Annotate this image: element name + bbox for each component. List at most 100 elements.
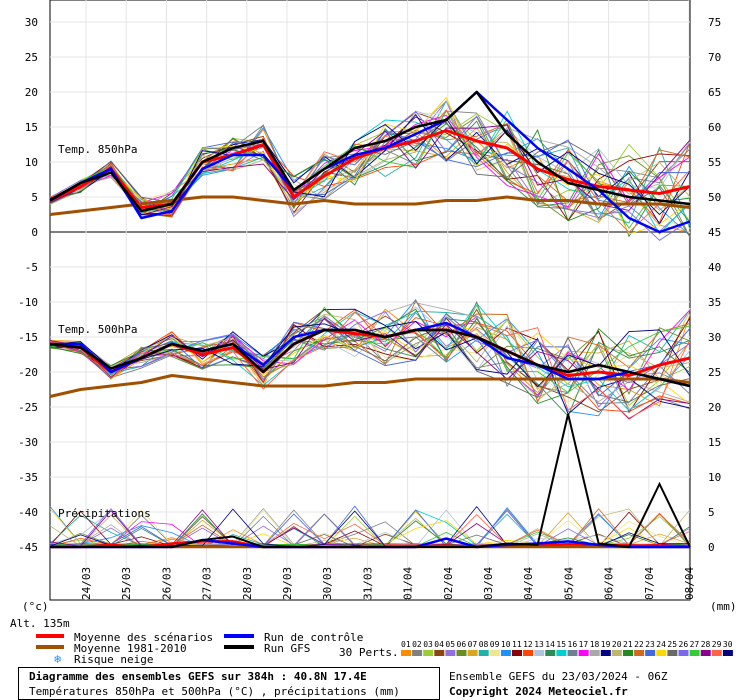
x-tick-label: 06/04 <box>603 567 616 600</box>
left-tick-label: -40 <box>18 506 38 519</box>
left-tick-label: -15 <box>18 331 38 344</box>
perts-swatch <box>478 650 489 656</box>
right-tick-label: 25 <box>708 366 721 379</box>
legend: Moyenne des scénarios Moyenne 1981-2010 … <box>36 631 733 666</box>
perts-number: 13 <box>534 640 544 649</box>
perts-number: 23 <box>645 640 655 649</box>
perts-number: 15 <box>556 640 566 649</box>
x-tick-label: 31/03 <box>361 567 374 600</box>
perts-number: 18 <box>590 640 600 649</box>
left-tick-label: 0 <box>31 226 38 239</box>
perts-swatch <box>500 650 511 656</box>
right-tick-label: 0 <box>708 541 715 554</box>
right-tick-label: 60 <box>708 121 721 134</box>
legend-label-snow: Risque neige <box>74 653 153 666</box>
right-tick-label: 10 <box>708 471 721 484</box>
perts-number: 16 <box>568 640 578 649</box>
left-tick-label: -25 <box>18 401 38 414</box>
perts-swatch <box>623 650 633 656</box>
right-tick-label: 55 <box>708 156 721 169</box>
left-tick-label: 20 <box>25 86 38 99</box>
member-line <box>49 309 691 413</box>
perts-swatch <box>412 650 423 656</box>
perts-swatch <box>545 650 556 656</box>
perts-swatch <box>711 650 722 656</box>
label-t500: Temp. 500hPa <box>58 323 137 336</box>
perts-swatch <box>467 650 478 656</box>
main-series <box>49 90 691 549</box>
right-tick-label: 75 <box>708 16 721 29</box>
perts-swatch <box>512 650 522 656</box>
perts-legend: 01 02 03 04 05 06 07 08 09 10 11 12 13 14 15 16 17 18 19 20… <box>401 640 733 656</box>
perts-number: 28 <box>701 640 711 649</box>
legend-label-control: Run de contrôle <box>264 631 363 644</box>
x-tick-label: 26/03 <box>160 567 173 600</box>
x-tick-label: 27/03 <box>201 567 214 600</box>
right-tick-label: 50 <box>708 191 721 204</box>
member-line <box>49 100 691 211</box>
perts-number: 12 <box>523 640 533 649</box>
right-tick-label: 65 <box>708 86 721 99</box>
snowflake-icon: ❄ <box>54 652 61 666</box>
perts-swatch <box>722 650 733 656</box>
perts-swatch <box>489 650 500 656</box>
perts-number: 27 <box>690 640 700 649</box>
left-tick-label: -30 <box>18 436 38 449</box>
perts-swatch <box>556 650 567 656</box>
x-tick-label: 01/04 <box>402 567 415 600</box>
legend-swatch-control <box>224 634 254 638</box>
x-tick-label: 30/03 <box>321 567 334 600</box>
perts-number: 11 <box>512 640 522 649</box>
perts-swatch <box>456 650 467 656</box>
x-tick-label: 24/03 <box>80 567 93 600</box>
perts-swatch <box>645 650 656 656</box>
x-tick-label: 04/04 <box>522 567 535 600</box>
label-precip: Précipitations <box>58 507 151 520</box>
left-tick-label: 5 <box>31 191 38 204</box>
legend-perts-label: 30 Perts. <box>339 646 399 659</box>
perts-swatch <box>445 650 456 656</box>
x-axis: 24/03 25/03 26/03 27/03 28/03 29/03 30/03 31/03… <box>80 567 696 600</box>
x-tick-label: 02/04 <box>442 567 455 600</box>
perts-number: 25 <box>667 640 677 649</box>
perts-swatch <box>401 650 411 656</box>
perts-swatch <box>634 650 645 656</box>
perts-number: 29 <box>712 640 722 649</box>
series-line-t500 <box>49 328 691 388</box>
run-info: Ensemble GEFS du 23/03/2024 - 06Z <box>449 670 668 683</box>
x-tick-label: 07/04 <box>643 567 656 600</box>
perts-number: 04 <box>434 640 444 649</box>
altitude-label: Alt. 135m <box>10 617 70 630</box>
right-tick-label: 35 <box>708 296 721 309</box>
member-line <box>49 124 691 216</box>
left-tick-label: 15 <box>25 121 38 134</box>
legend-label-gfs: Run GFS <box>264 642 310 655</box>
series-line-t850 <box>49 90 691 213</box>
perts-number: 02 <box>412 640 422 649</box>
perts-number: 01 <box>401 640 411 649</box>
footer-title: Diagramme des ensembles GEFS sur 384h : … <box>29 670 367 683</box>
member-line <box>49 308 691 413</box>
plot-frame <box>49 0 691 601</box>
perts-swatch <box>589 650 600 656</box>
left-tick-label: -10 <box>18 296 38 309</box>
member-line <box>49 300 691 404</box>
left-axis-unit: (°c) <box>22 600 49 613</box>
member-line <box>49 324 691 405</box>
legend-swatch-mean <box>36 634 64 638</box>
member-line <box>49 321 691 388</box>
series-precip <box>50 413 691 549</box>
perts-number: 08 <box>479 640 489 649</box>
perts-swatch <box>700 650 711 656</box>
left-tick-label: -20 <box>18 366 38 379</box>
left-tick-label: 30 <box>25 16 38 29</box>
member-line <box>49 312 691 397</box>
member-line <box>49 311 691 419</box>
right-tick-label: 40 <box>708 261 721 274</box>
legend-label-climate: Moyenne 1981-2010 <box>74 642 187 655</box>
right-axis-unit: (mm) <box>710 600 737 613</box>
right-tick-label: 30 <box>708 331 721 344</box>
right-tick-label: 5 <box>708 506 715 519</box>
legend-swatch-climate <box>36 645 64 649</box>
